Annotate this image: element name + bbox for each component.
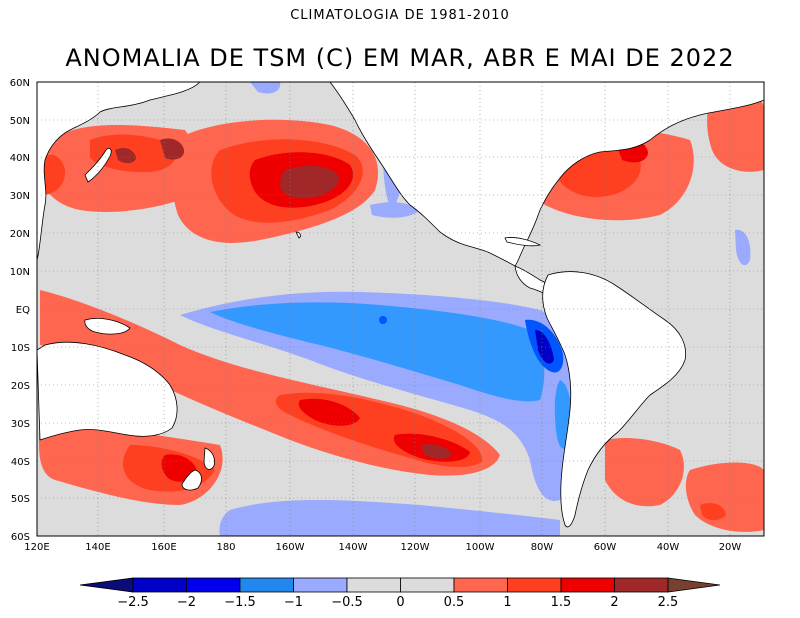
x-tick-label: 80W: [531, 542, 554, 553]
asia-landmass: [37, 82, 201, 261]
south-america-landmass: [542, 271, 687, 528]
y-tick-label: 60S: [11, 532, 30, 543]
colorbar-tick-label: −2.5: [117, 595, 149, 610]
x-tick-label: 140W: [339, 542, 368, 553]
colorbar-tick-label: −1.5: [224, 595, 256, 610]
landmasses: [37, 82, 764, 528]
x-tick-label: 100W: [466, 542, 495, 553]
colorbar-swatch: [132, 577, 187, 593]
colorbar-tick-label: 1: [503, 595, 511, 610]
warm-anomaly-north-pacific: [171, 119, 378, 243]
y-tick-label: 50S: [11, 494, 30, 505]
y-axis: 60N 50N 40N 30N 20N 10N EQ 10S 20S 30S 4…: [10, 78, 30, 543]
colorbar-swatch: [293, 577, 348, 593]
new-guinea-landmass: [84, 318, 131, 335]
new-zealand-landmass: [181, 447, 215, 491]
colorbar-tick-label: −2: [177, 595, 196, 610]
x-tick-label: 180: [216, 542, 235, 553]
y-tick-label: EQ: [16, 305, 30, 316]
colorbar-swatch: [186, 577, 241, 593]
australia-landmass: [37, 341, 178, 441]
x-tick-label: 160E: [151, 542, 176, 553]
y-tick-label: 10S: [11, 343, 30, 354]
y-tick-label: 10N: [10, 267, 30, 278]
north-america-landmass: [329, 82, 764, 267]
colorbar-swatch: [560, 577, 615, 593]
y-tick-label: 40S: [11, 457, 30, 468]
colorbar-swatch: [614, 577, 669, 593]
japan-landmass: [84, 148, 112, 183]
x-tick-label: 20W: [719, 542, 742, 553]
warm-anomaly-south-pacific: [38, 290, 764, 532]
x-tick-label: 120W: [401, 542, 430, 553]
colorbar-max-arrow: [667, 577, 721, 593]
colorbar-tick-label: 2: [610, 595, 618, 610]
colorbar-ticks: −2.5 −2 −1.5 −1 −0.5 0 0.5 1 1.5 2 2.5: [117, 595, 678, 610]
map-supertitle: CLIMATOLOGIA DE 1981-2010: [290, 8, 510, 23]
colorbar-swatch: [453, 577, 508, 593]
cuba-landmass: [504, 237, 542, 247]
colorbar: [79, 577, 721, 593]
x-tick-label: 60W: [594, 542, 617, 553]
warm-anomaly-northwest-pacific: [40, 125, 195, 212]
x-axis: 120E 140E 160E 180 160W 140W 120W 100W 8…: [24, 542, 741, 553]
colorbar-swatch: [507, 577, 562, 593]
colorbar-tick-label: 1.5: [551, 595, 572, 610]
colorbar-tick-label: 2.5: [658, 595, 679, 610]
y-tick-label: 30N: [10, 191, 30, 202]
x-tick-label: 140E: [85, 542, 110, 553]
colorbar-tick-label: 0: [396, 595, 404, 610]
x-tick-label: 120E: [24, 542, 49, 553]
y-tick-label: 30S: [11, 419, 30, 430]
colorbar-tick-label: −1: [284, 595, 303, 610]
x-tick-label: 160W: [276, 542, 305, 553]
hawaii-island: [295, 231, 301, 239]
cool-anomaly-equatorial-pacific: [180, 82, 751, 536]
y-tick-label: 20S: [11, 381, 30, 392]
colorbar-swatch: [239, 577, 294, 593]
y-tick-label: 50N: [10, 116, 30, 127]
y-tick-label: 60N: [10, 78, 30, 89]
map-frame: [36, 81, 765, 537]
y-tick-label: 20N: [10, 229, 30, 240]
map-title: ANOMALIA DE TSM (C) EM MAR, ABR E MAI DE…: [65, 44, 735, 72]
colorbar-min-arrow: [79, 577, 134, 593]
colorbar-swatch: [400, 577, 455, 593]
colorbar-swatch: [346, 577, 401, 593]
colorbar-tick-label: 0.5: [444, 595, 465, 610]
colorbar-tick-label: −0.5: [331, 595, 363, 610]
x-tick-label: 40W: [657, 542, 680, 553]
y-tick-label: 40N: [10, 153, 30, 164]
